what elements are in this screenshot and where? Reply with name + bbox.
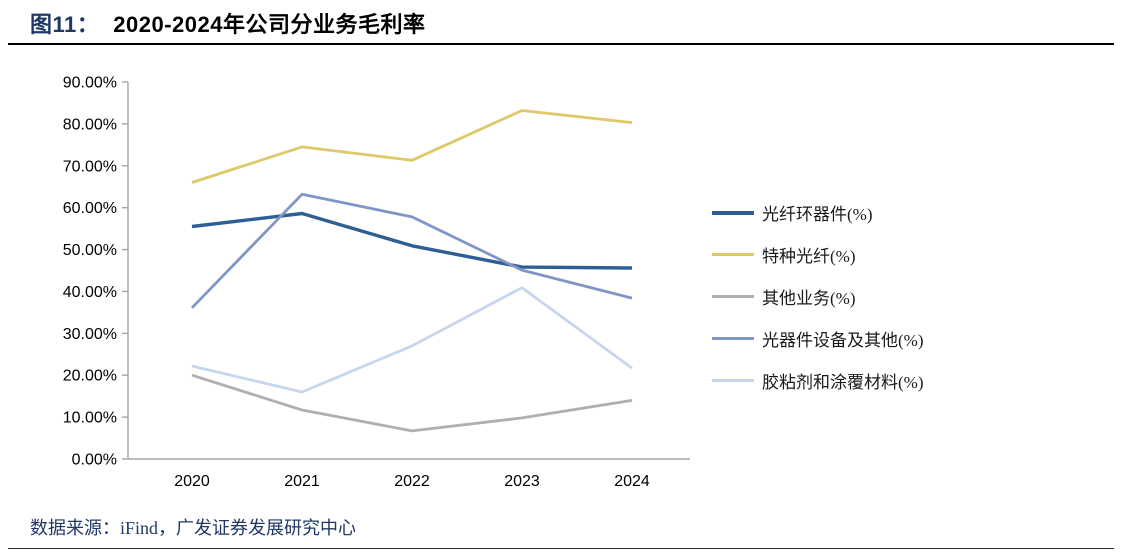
x-tick-label: 2024 — [614, 473, 650, 490]
figure-title: 图11： 2020-2024年公司分业务毛利率 — [30, 7, 425, 39]
legend-item: 特种光纤(%) — [712, 242, 923, 267]
y-tick-label: 90.00% — [63, 75, 117, 92]
data-source-note: 数据来源：iFind，广发证券发展研究中心 — [30, 518, 357, 538]
chart-legend: 光纤环器件(%) 特种光纤(%) 其他业务(%) 光器件设备及其他(%) 胶粘剂… — [712, 200, 923, 393]
legend-item: 胶粘剂和涂覆材料(%) — [712, 368, 923, 393]
series-line-3 — [190, 192, 633, 309]
x-tick-label: 2022 — [394, 473, 430, 490]
legend-swatch — [712, 253, 754, 256]
legend-swatch — [712, 337, 754, 340]
series-line-1 — [191, 109, 633, 184]
legend-item: 其他业务(%) — [712, 284, 923, 309]
legend-swatch — [712, 379, 754, 382]
legend-label: 其他业务(%) — [762, 289, 856, 308]
x-tick-label: 2021 — [284, 473, 320, 490]
legend-item: 光纤环器件(%) — [712, 200, 923, 225]
bottom-divider — [8, 548, 1114, 549]
legend-label: 特种光纤(%) — [762, 247, 856, 266]
title-divider — [8, 43, 1114, 45]
x-tick-label: 2023 — [504, 473, 540, 490]
legend-label: 光纤环器件(%) — [762, 205, 873, 224]
legend-swatch — [712, 295, 754, 298]
y-tick-label: 10.00% — [63, 410, 117, 427]
series-line-2 — [191, 373, 633, 433]
legend-label: 胶粘剂和涂覆材料(%) — [762, 373, 924, 392]
figure-number-label: 图11： — [30, 12, 100, 37]
line-chart: 90.00% 80.00% 70.00% 60.00% 50.00% 40.00% 30.0… — [63, 75, 690, 490]
legend-label: 光器件设备及其他(%) — [762, 331, 924, 350]
y-tick-label: 50.00% — [63, 242, 117, 259]
y-tick-label: 60.00% — [63, 200, 117, 217]
legend-item: 光器件设备及其他(%) — [712, 326, 923, 351]
y-tick-label: 20.00% — [63, 368, 117, 385]
legend-swatch — [712, 210, 754, 215]
figure-title-text: 2020-2024年公司分业务毛利率 — [113, 12, 426, 37]
y-tick-label: 30.00% — [63, 326, 117, 343]
y-tick-label: 70.00% — [63, 158, 117, 175]
x-tick-label: 2020 — [174, 473, 210, 490]
y-tick-label: 80.00% — [63, 116, 117, 133]
series-line-0 — [191, 211, 633, 270]
y-tick-label: 40.00% — [63, 284, 117, 301]
y-tick-label: 0.00% — [72, 452, 117, 469]
series-line-4 — [191, 286, 633, 394]
